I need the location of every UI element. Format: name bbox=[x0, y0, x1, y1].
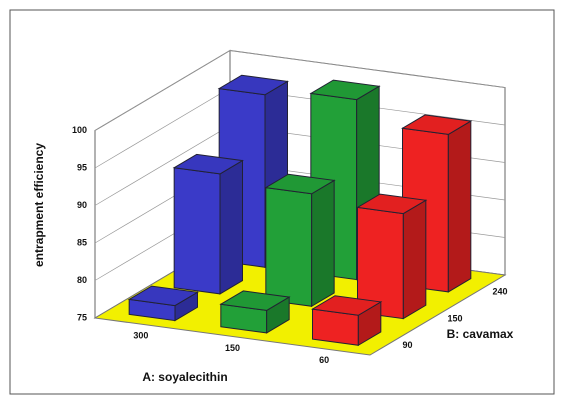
z-tick-label: 80 bbox=[77, 275, 87, 285]
bar-top bbox=[172, 153, 244, 175]
bar-side bbox=[447, 120, 472, 293]
x-tick-label: 60 bbox=[319, 355, 329, 365]
bar-side bbox=[402, 199, 427, 320]
y-tick-label: 150 bbox=[448, 313, 463, 323]
z-tick-label: 85 bbox=[77, 237, 87, 247]
z-tick-label: 75 bbox=[77, 312, 87, 322]
bar-top bbox=[309, 79, 381, 101]
x-tick-label: 300 bbox=[133, 331, 148, 341]
bar-top bbox=[356, 193, 428, 215]
bar-side bbox=[219, 159, 243, 295]
bar-top bbox=[264, 173, 336, 195]
bar-front bbox=[173, 167, 221, 295]
bar-front bbox=[265, 187, 313, 307]
z-tick-label: 100 bbox=[72, 125, 87, 135]
bar-side bbox=[311, 179, 335, 308]
z-tick-label: 90 bbox=[77, 200, 87, 210]
bar-top bbox=[127, 285, 199, 307]
bar-top bbox=[401, 114, 473, 135]
bar-top bbox=[311, 295, 383, 316]
z-tick-label: 95 bbox=[77, 162, 87, 172]
bar-top bbox=[217, 74, 289, 96]
y-axis-label: B: cavamax bbox=[447, 327, 514, 341]
y-tick-label: 90 bbox=[403, 340, 413, 350]
x-axis-label: A: soyalecithin bbox=[142, 370, 227, 384]
z-axis-label: entrapment efficiency bbox=[32, 143, 46, 267]
y-tick-label: 240 bbox=[493, 287, 508, 297]
x-tick-label: 150 bbox=[225, 343, 240, 353]
bar-top bbox=[219, 290, 291, 311]
grid-line bbox=[94, 50, 506, 131]
